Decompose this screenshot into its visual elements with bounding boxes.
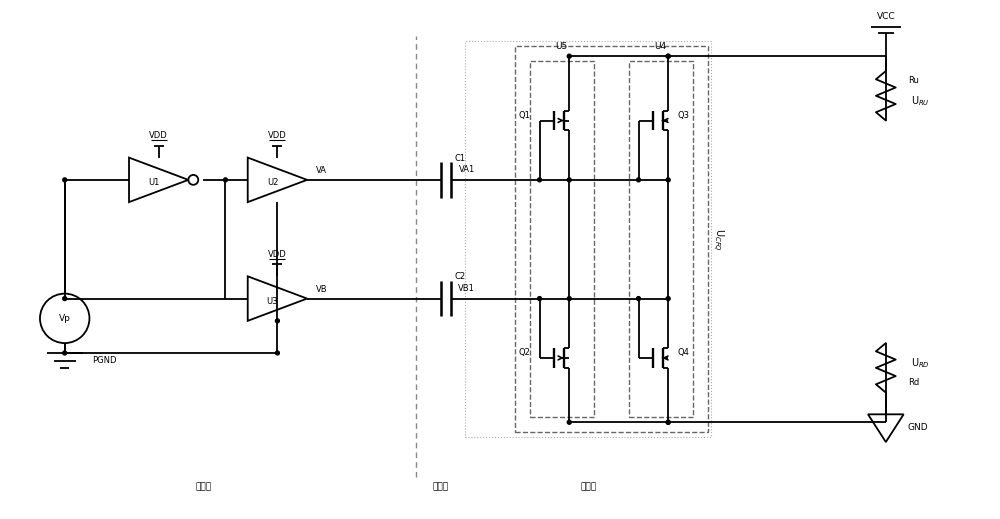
- Text: Vp: Vp: [59, 314, 71, 323]
- Text: PGND: PGND: [92, 357, 117, 365]
- Text: C2: C2: [455, 272, 466, 281]
- Circle shape: [666, 420, 670, 424]
- Circle shape: [63, 351, 67, 355]
- Text: Q3: Q3: [677, 111, 689, 120]
- Text: U3: U3: [267, 297, 278, 306]
- Text: U$_{CFQ}$: U$_{CFQ}$: [710, 228, 725, 251]
- Circle shape: [666, 54, 670, 58]
- Text: U2: U2: [267, 179, 278, 187]
- Circle shape: [567, 54, 571, 58]
- Text: GND: GND: [907, 422, 928, 432]
- Circle shape: [538, 297, 542, 301]
- Text: Q4: Q4: [677, 348, 689, 358]
- Text: Q1: Q1: [519, 111, 531, 120]
- Text: VDD: VDD: [268, 250, 287, 259]
- Circle shape: [538, 178, 542, 182]
- Text: U$_{RU}$: U$_{RU}$: [911, 94, 930, 107]
- Bar: [515, 46, 708, 432]
- Circle shape: [666, 297, 670, 301]
- Text: VB: VB: [316, 285, 328, 294]
- Text: VCC: VCC: [877, 12, 895, 21]
- Circle shape: [666, 420, 670, 424]
- Circle shape: [567, 297, 571, 301]
- Text: VA1: VA1: [459, 166, 475, 174]
- Text: 隔离区: 隔离区: [433, 482, 449, 491]
- Circle shape: [63, 297, 67, 301]
- Text: U4: U4: [655, 42, 667, 51]
- Text: Q2: Q2: [519, 348, 531, 358]
- Circle shape: [224, 178, 227, 182]
- Bar: [465, 42, 711, 437]
- Text: VB1: VB1: [458, 284, 475, 293]
- Text: VDD: VDD: [149, 131, 168, 140]
- Circle shape: [637, 178, 640, 182]
- Text: 接受侧: 接受侧: [581, 482, 597, 491]
- Circle shape: [567, 420, 571, 424]
- Text: U$_{RD}$: U$_{RD}$: [911, 356, 930, 370]
- Text: Ru: Ru: [908, 76, 919, 86]
- Circle shape: [275, 319, 279, 323]
- Text: Rd: Rd: [908, 378, 919, 387]
- Bar: [530, 61, 594, 417]
- Text: U5: U5: [556, 42, 568, 51]
- Text: C1: C1: [455, 154, 466, 162]
- Circle shape: [637, 297, 640, 301]
- Text: 发射侧: 发射侧: [195, 482, 211, 491]
- Circle shape: [63, 178, 67, 182]
- Circle shape: [666, 54, 670, 58]
- Text: VDD: VDD: [268, 131, 287, 140]
- Bar: [629, 61, 693, 417]
- Circle shape: [666, 178, 670, 182]
- Text: U1: U1: [148, 179, 159, 187]
- Text: VA: VA: [316, 167, 327, 175]
- Circle shape: [275, 351, 279, 355]
- Circle shape: [567, 178, 571, 182]
